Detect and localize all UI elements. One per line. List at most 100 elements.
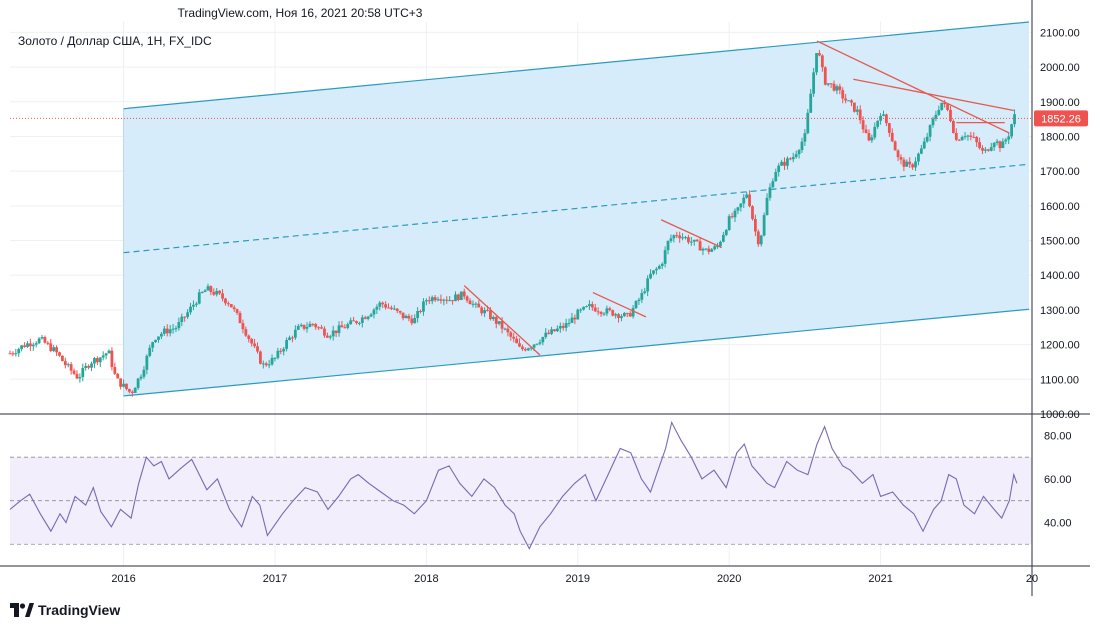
candle-body [759, 235, 763, 245]
candle [273, 357, 277, 362]
candle [55, 345, 58, 356]
candle-body [532, 344, 536, 348]
candle [241, 319, 245, 334]
candle [340, 320, 344, 328]
candle [684, 235, 687, 240]
candle-body [133, 387, 137, 393]
candle-body [716, 246, 719, 248]
candle [480, 305, 484, 316]
candle [26, 340, 29, 348]
candle [841, 87, 845, 104]
candle [419, 309, 422, 314]
candle-body [215, 290, 219, 295]
candle-body [649, 273, 652, 279]
candle [410, 314, 414, 326]
candle-body [899, 157, 903, 160]
candle-body [142, 369, 146, 377]
trendline [853, 78, 1014, 112]
candle [605, 305, 609, 317]
candle-body [433, 297, 437, 301]
candle [1004, 137, 1008, 145]
candle [43, 335, 47, 344]
candle-body [270, 357, 274, 365]
candle-body [957, 139, 961, 141]
candle-body [981, 148, 984, 151]
candle-body [646, 278, 650, 292]
candle-body [151, 342, 155, 348]
candle-body [858, 109, 862, 121]
candle-body [637, 299, 641, 302]
candle-body [617, 314, 620, 319]
candle-body [876, 120, 880, 127]
candle [922, 137, 926, 150]
candle-body [17, 348, 21, 354]
candle-body [116, 373, 120, 379]
candle-body [654, 268, 658, 271]
candle [398, 310, 402, 315]
tradingview-brand[interactable]: TradingView [10, 602, 120, 618]
time-tick-label: 20 [1026, 573, 1038, 585]
candle-body [66, 364, 70, 366]
candle-body [934, 114, 938, 119]
candle [433, 294, 437, 302]
candle-body [26, 343, 29, 347]
candle-body [486, 310, 489, 312]
candle [631, 304, 635, 319]
candle [553, 329, 556, 332]
candle [154, 339, 157, 343]
candle-body [279, 350, 283, 352]
candle-body [331, 330, 335, 337]
candle [416, 307, 420, 323]
candle-body [194, 303, 198, 305]
candle [509, 330, 513, 341]
candle [11, 351, 15, 357]
candle-body [448, 300, 452, 302]
candle-body [78, 377, 82, 379]
candle-body [943, 102, 947, 105]
last-price-badge [1034, 110, 1088, 127]
candle [31, 342, 35, 351]
candle [730, 212, 734, 219]
candle [151, 341, 155, 352]
candle-body [541, 337, 545, 343]
candle [550, 326, 553, 336]
candle [471, 300, 475, 308]
candle [81, 363, 85, 382]
candle-body [748, 194, 751, 207]
candle-body [710, 249, 714, 252]
candle-body [264, 363, 268, 366]
candle [69, 362, 73, 375]
candle [136, 378, 140, 390]
candle [110, 347, 114, 371]
price-tick-label: 1300.00 [1040, 305, 1080, 317]
candle [966, 134, 970, 141]
candle [1010, 123, 1014, 139]
candle [226, 301, 230, 307]
candle-body [844, 98, 848, 101]
candle-body [960, 136, 964, 141]
candle [293, 325, 297, 340]
candle [218, 289, 222, 296]
candle-body [334, 330, 338, 334]
candle [905, 159, 909, 167]
candle-body [602, 313, 606, 315]
price-tick-label: 1400.00 [1040, 270, 1080, 282]
candle-body [302, 324, 306, 329]
candle-body [468, 300, 472, 305]
candle [34, 341, 38, 348]
axes: 1852.26 2100.00 2000.00 1900.00 1800.00 1700.… [0, 0, 1090, 596]
candle [692, 239, 696, 246]
candle-body [704, 248, 708, 250]
candle [675, 231, 679, 239]
last-price-label: 1852.26 [1041, 113, 1081, 125]
candle [84, 362, 88, 371]
candle [593, 303, 597, 313]
candle [302, 324, 306, 331]
symbol-title[interactable]: Золото / Доллар США, 1Н, FX_IDC [18, 34, 212, 48]
candle-body [235, 309, 239, 313]
candle [229, 303, 233, 308]
candle [439, 294, 443, 304]
candle [742, 194, 746, 208]
time-tick-label: 2018 [414, 573, 438, 585]
candle [37, 337, 41, 345]
